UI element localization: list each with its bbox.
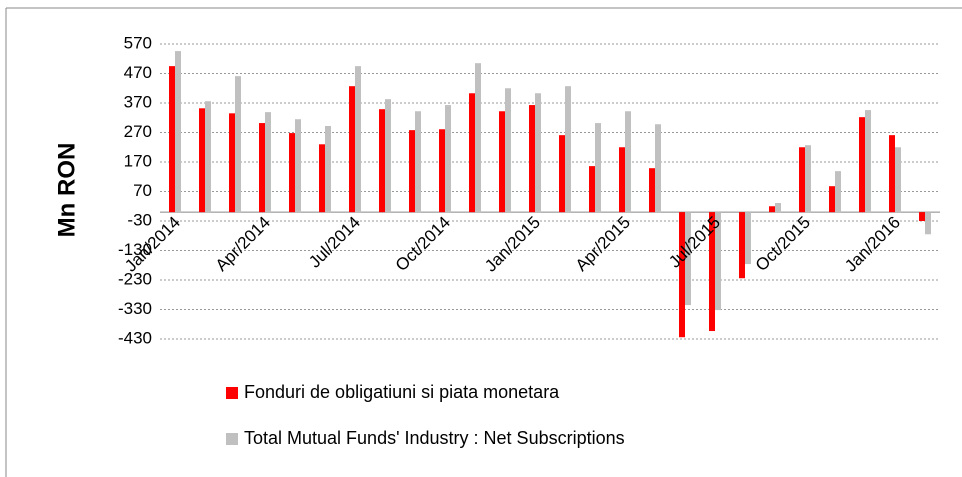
bar [625, 111, 631, 213]
bar [919, 212, 925, 221]
legend-label: Fonduri de obligatiuni si piata monetara [244, 382, 560, 402]
y-tick-label: -30 [127, 210, 152, 229]
bar [499, 111, 505, 213]
y-axis-label: Mn RON [53, 143, 80, 238]
bar [775, 203, 781, 213]
bar [475, 63, 481, 213]
bar [559, 135, 565, 213]
y-tick-label: 370 [124, 92, 152, 111]
bar [445, 105, 451, 213]
bar [205, 101, 211, 213]
bar [769, 206, 775, 213]
legend-swatch [226, 387, 238, 399]
bar [385, 99, 391, 213]
bar [829, 186, 835, 213]
bar [865, 110, 871, 213]
legend-label: Total Mutual Funds' Industry : Net Subsc… [244, 428, 625, 448]
y-tick-label: -130 [118, 240, 152, 259]
bar [739, 212, 745, 279]
x-tick-label: Jan/2015 [481, 213, 544, 276]
bar [439, 129, 445, 213]
x-tick-label: Jul/2014 [305, 213, 364, 272]
bar [265, 112, 271, 213]
x-tick-label: Apr/2015 [572, 213, 634, 275]
bar [745, 212, 751, 265]
bar [859, 117, 865, 213]
x-tick-label: Oct/2014 [392, 213, 454, 275]
y-tick-label: 570 [124, 33, 152, 52]
y-tick-label: -430 [118, 328, 152, 347]
bar [535, 93, 541, 213]
x-tick-label: Jan/2016 [841, 213, 904, 276]
bar [799, 147, 805, 213]
bar [175, 51, 181, 213]
y-tick-label: 170 [124, 151, 152, 170]
bar [925, 212, 931, 235]
bar [259, 123, 265, 213]
bar [325, 126, 331, 213]
bar [229, 113, 235, 213]
y-tick-label: 470 [124, 63, 152, 82]
bar [289, 133, 295, 213]
y-tick-label: -330 [118, 299, 152, 318]
bar [655, 124, 661, 213]
y-tick-label: 270 [124, 122, 152, 141]
bar [409, 130, 415, 213]
bar [679, 212, 685, 338]
y-tick-label: 70 [133, 181, 152, 200]
bar [895, 147, 901, 213]
bar [379, 109, 385, 213]
bar [349, 86, 355, 213]
bar [835, 171, 841, 213]
y-tick-label: -230 [118, 269, 152, 288]
bar [469, 93, 475, 213]
bar [709, 212, 715, 332]
bar [505, 88, 511, 213]
bar [295, 119, 301, 213]
bar [415, 111, 421, 213]
bar [649, 168, 655, 213]
bar [715, 212, 721, 311]
bar [595, 123, 601, 213]
bar [199, 108, 205, 213]
bar [805, 145, 811, 213]
bar [319, 144, 325, 213]
bar [235, 76, 241, 213]
bar [529, 105, 535, 213]
legend-swatch [226, 433, 238, 445]
bar [619, 147, 625, 213]
bar [355, 66, 361, 213]
bar [169, 66, 175, 213]
bar [889, 135, 895, 213]
bar [589, 166, 595, 213]
bar [685, 212, 691, 306]
x-tick-label: Oct/2015 [752, 213, 814, 275]
x-tick-label: Apr/2014 [212, 213, 274, 275]
bar [565, 86, 571, 213]
